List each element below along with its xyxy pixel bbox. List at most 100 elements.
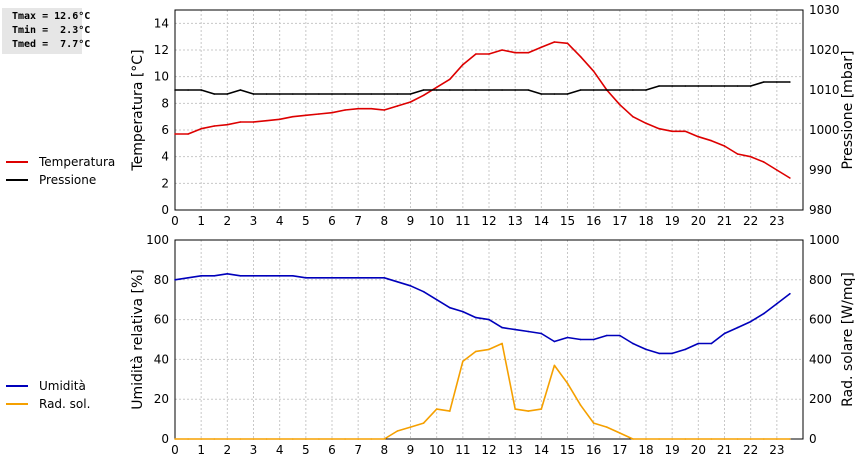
data-point [592, 89, 595, 91]
data-point [422, 290, 425, 293]
data-point [344, 93, 346, 95]
data-point [174, 279, 176, 281]
data-point [331, 111, 333, 114]
y-tick-label: 0 [161, 203, 169, 217]
x-tick-label: 23 [769, 443, 784, 457]
y2-tick-label: 980 [809, 203, 832, 217]
x-tick-label: 16 [586, 443, 601, 457]
data-point [501, 342, 503, 345]
data-point [187, 89, 189, 91]
data-point [357, 93, 360, 95]
x-tick-label: 3 [250, 443, 258, 457]
y-tick-label: 60 [154, 313, 169, 327]
data-point [422, 422, 425, 424]
x-tick-label: 21 [717, 214, 732, 228]
data-point [252, 121, 255, 123]
data-point [174, 89, 176, 91]
data-point [226, 438, 229, 440]
data-point [226, 123, 229, 126]
x-tick-label: 21 [717, 443, 732, 457]
data-point [684, 348, 687, 351]
data-point [710, 342, 713, 345]
data-point [763, 161, 765, 163]
data-point [592, 422, 595, 424]
x-tick-label: 7 [354, 214, 362, 228]
x-tick-label: 3 [250, 214, 258, 228]
x-tick-label: 2 [224, 443, 232, 457]
data-point [200, 438, 202, 440]
data-point [187, 438, 189, 440]
x-tick-label: 12 [481, 214, 496, 228]
y2-tick-label: 1000 [809, 123, 840, 137]
data-point [331, 93, 333, 95]
y2-tick-label: 1010 [809, 83, 840, 97]
data-point [213, 93, 216, 95]
data-point [370, 277, 373, 279]
data-point [409, 426, 412, 428]
data-point [763, 312, 765, 315]
data-point [710, 85, 713, 87]
data-point [239, 121, 242, 123]
data-point [710, 139, 713, 142]
data-point [292, 93, 294, 95]
data-point [527, 51, 530, 54]
data-point [305, 277, 307, 279]
data-point [318, 277, 320, 279]
tmin-text: Tmin = 2.3°C [12, 25, 91, 36]
legend-label: Pressione [39, 173, 96, 187]
data-point [318, 438, 320, 440]
x-tick-label: 10 [429, 443, 444, 457]
data-point [736, 438, 739, 440]
data-point [278, 118, 281, 121]
data-point [435, 298, 438, 301]
x-tick-label: 23 [769, 214, 784, 228]
x-tick-label: 13 [508, 443, 523, 457]
legend-label: Rad. sol. [39, 397, 90, 411]
data-point [697, 85, 700, 87]
x-tick-label: 14 [534, 443, 549, 457]
data-point [383, 93, 386, 95]
x-tick-label: 1 [197, 214, 205, 228]
data-point [396, 281, 399, 283]
data-point [684, 85, 687, 87]
y2-tick-label: 600 [809, 313, 832, 327]
data-point [357, 277, 360, 279]
x-tick-label: 17 [612, 214, 627, 228]
x-tick-label: 5 [302, 214, 310, 228]
x-tick-label: 17 [612, 443, 627, 457]
data-point [409, 285, 412, 287]
data-point [252, 438, 255, 440]
y-tick-label: 2 [161, 176, 169, 190]
data-point [435, 86, 438, 89]
data-point [174, 438, 176, 440]
y2-tick-label: 800 [809, 273, 832, 287]
data-point [789, 292, 791, 295]
data-point [514, 408, 516, 410]
data-point [645, 348, 647, 351]
x-tick-label: 14 [534, 214, 549, 228]
data-point [749, 155, 752, 158]
data-point [606, 89, 608, 91]
data-point [475, 350, 477, 353]
data-point [606, 334, 608, 337]
data-point [396, 93, 399, 95]
data-point [658, 352, 660, 355]
y-tick-label: 12 [154, 43, 169, 57]
data-point [619, 103, 621, 106]
data-point [632, 89, 634, 91]
data-point [488, 318, 490, 321]
data-point [265, 438, 268, 440]
series-line-1-1 [175, 41, 791, 179]
data-point [658, 438, 660, 440]
data-point [475, 316, 477, 319]
y-tick-label: 14 [154, 16, 169, 30]
data-point [239, 275, 242, 277]
data-point [527, 330, 530, 333]
y-tick-label: 10 [154, 70, 169, 84]
data-point [763, 81, 765, 83]
data-point [540, 93, 543, 95]
data-point [265, 119, 268, 122]
data-point [697, 438, 700, 440]
y-tick-label: 6 [161, 123, 169, 137]
x-tick-label: 20 [691, 214, 706, 228]
